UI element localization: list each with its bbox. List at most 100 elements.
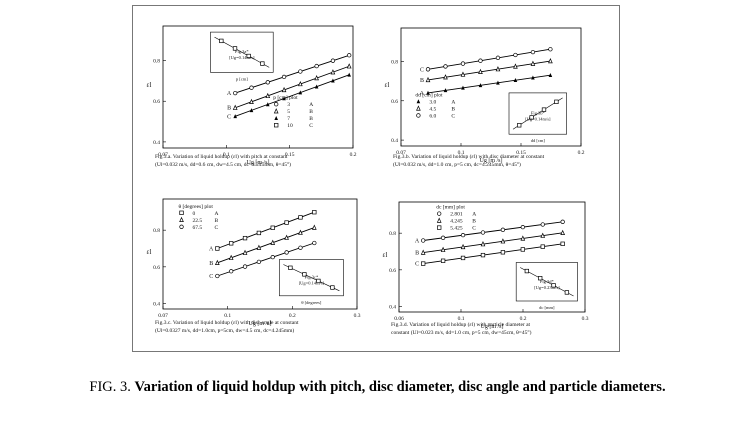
data-point — [265, 92, 271, 99]
data-point — [249, 85, 254, 90]
data-point — [274, 102, 279, 107]
data-point — [229, 269, 234, 274]
data-point — [480, 241, 486, 247]
data-point — [298, 80, 303, 87]
data-point — [330, 285, 335, 290]
data-point — [298, 245, 303, 250]
series-label: B — [415, 251, 419, 257]
data-point — [265, 102, 270, 107]
data-point — [425, 67, 431, 72]
legend-plot: C — [309, 123, 313, 129]
data-point — [560, 219, 565, 224]
data-point — [460, 255, 466, 261]
legend-plot: B — [309, 116, 313, 122]
data-point — [347, 53, 352, 58]
data-point — [314, 84, 319, 89]
data-point — [249, 98, 254, 104]
data-point — [281, 86, 287, 93]
data-point — [298, 69, 303, 74]
data-point — [331, 78, 335, 83]
figure-caption: FIG. 3. Variation of liquid holdup with … — [0, 379, 755, 396]
inset-condition: [Ug=0.14m/s] — [299, 281, 325, 286]
data-point — [274, 123, 279, 128]
y-tick-label: 0.8 — [153, 228, 160, 234]
inset-label: Fig.3c* — [305, 275, 319, 280]
data-point — [284, 220, 289, 225]
series-label: B — [227, 106, 231, 112]
plot-area — [400, 27, 582, 147]
x-tick-label: 0.2 — [578, 150, 585, 156]
data-point — [420, 249, 426, 255]
legend-plot: B — [472, 219, 476, 225]
data-point — [416, 99, 421, 104]
data-point — [298, 215, 303, 220]
legend-value: 5 — [287, 109, 290, 115]
data-point — [260, 61, 265, 66]
data-point — [273, 108, 279, 114]
series-label: B — [420, 78, 424, 84]
data-point — [554, 99, 559, 104]
subfigure-caption-line2: (Ul=0.0327 m/s, dd=1.0cm, p=5cm, dw=4.5 … — [155, 327, 294, 334]
y-tick-label: 0.4 — [153, 140, 160, 146]
data-point — [215, 273, 220, 279]
x-axis-label: Ug [m /s] — [480, 158, 503, 164]
data-point — [496, 80, 500, 85]
y-tick-label: 0.6 — [391, 99, 398, 105]
data-point — [500, 238, 506, 244]
x-tick-label: 0.2 — [350, 152, 357, 158]
x-tick-label: 0.15 — [516, 150, 526, 156]
series-line — [235, 54, 350, 94]
data-point — [480, 252, 486, 258]
y-tick-label: 0.6 — [389, 268, 396, 274]
data-point — [298, 90, 303, 95]
data-point — [443, 64, 448, 69]
data-point — [270, 225, 275, 230]
inset-line — [214, 36, 270, 68]
series-label: B — [209, 261, 213, 267]
inset-plot: Fig.3c*[Ug=0.14m/s] θ [degrees] — [279, 259, 344, 305]
legend-value: 3 — [287, 102, 290, 108]
data-point — [233, 90, 238, 96]
data-point — [548, 47, 553, 52]
data-point — [179, 216, 184, 222]
data-point — [219, 38, 224, 44]
data-point — [256, 244, 262, 250]
inset-plot: Fig.3d*[Ug=0.23m/s] dc [mm] — [515, 262, 578, 310]
inset-plot: Fig.3a*[Ug=0.14m/s] p [cm] — [210, 31, 274, 81]
data-point — [540, 222, 545, 227]
legend-value: 0 — [193, 211, 196, 217]
y-axis-label: εl — [147, 248, 152, 256]
series-label: A — [415, 239, 420, 245]
data-point — [530, 60, 536, 66]
inset-x-label: p [cm] — [236, 76, 248, 81]
data-point — [520, 224, 525, 230]
data-point — [495, 55, 501, 60]
data-point — [478, 83, 483, 88]
legend-plot: C — [472, 226, 476, 232]
subfigure-caption-line1: Fig.3.a. Variation of liquid holdup (εl)… — [155, 153, 288, 160]
x-tick-label: 0.15 — [285, 152, 295, 158]
data-point — [520, 235, 526, 241]
data-point — [330, 58, 336, 63]
data-point — [529, 115, 534, 120]
data-point — [538, 276, 543, 281]
data-point — [513, 52, 518, 58]
legend-plot: B — [215, 218, 219, 224]
x-tick-label: 0.1 — [458, 316, 465, 322]
data-point — [270, 254, 275, 260]
data-point — [311, 224, 317, 230]
data-point — [421, 261, 426, 266]
data-point — [421, 238, 426, 243]
series-line — [423, 243, 563, 265]
data-point — [284, 250, 289, 255]
data-point — [233, 114, 237, 119]
legend-plot: C — [215, 225, 219, 231]
data-point — [460, 71, 466, 77]
data-point — [541, 107, 547, 112]
legend-plot: C — [451, 113, 455, 119]
y-axis-label: εl — [147, 81, 152, 89]
